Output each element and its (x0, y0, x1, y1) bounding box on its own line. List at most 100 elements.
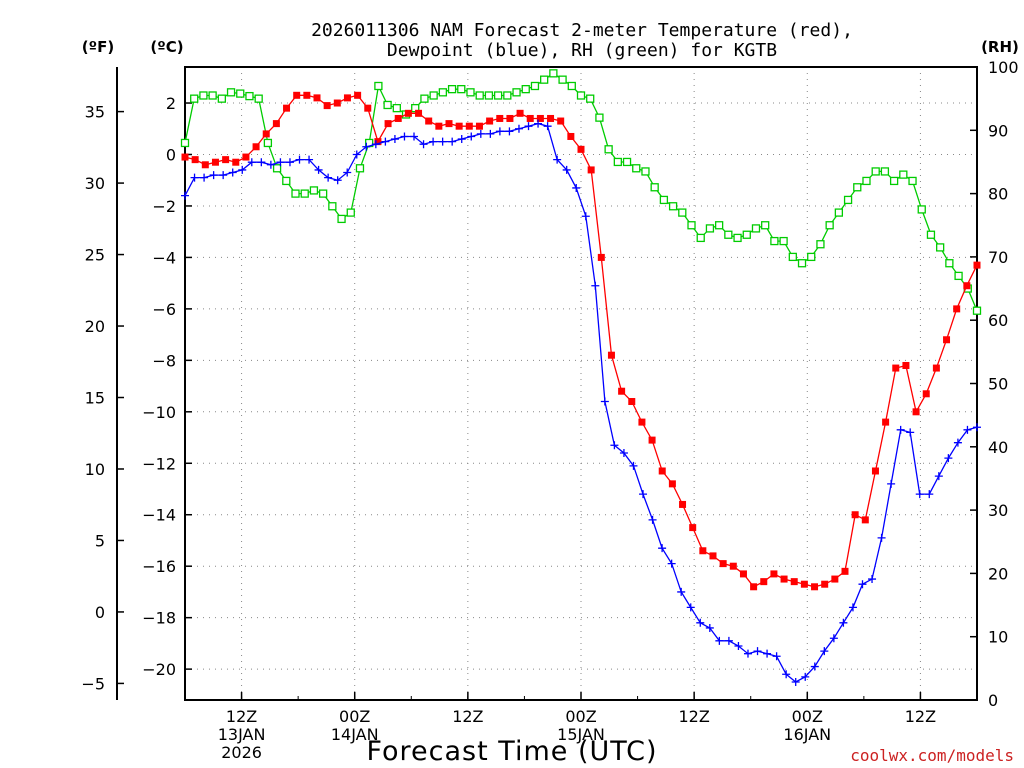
rh-point (208, 91, 217, 100)
temperature-point (516, 109, 524, 117)
temperature-point (922, 390, 930, 398)
dewpoint-point (734, 641, 743, 650)
dewpoint-point (505, 127, 514, 136)
rh-point (604, 145, 613, 154)
temperature-point (343, 94, 351, 102)
temperature-point (953, 305, 961, 313)
rh-point (576, 91, 586, 100)
axes: 20−2−4−6−8−10−12−14−16−18−2012Z13JAN2026… (81, 58, 1018, 762)
dewpoint-point (782, 670, 791, 679)
rh-point (945, 259, 954, 268)
temperature-point (262, 130, 270, 138)
temperature-point (882, 418, 890, 426)
rh-point (346, 208, 355, 217)
dewpoint-point (495, 127, 504, 136)
rh-point (503, 91, 512, 100)
temperature-point (465, 122, 473, 130)
rh-point (613, 157, 622, 167)
rh-point (853, 183, 862, 192)
dewpoint-point (791, 677, 800, 686)
temperature-point (770, 570, 778, 578)
temperature-point (871, 467, 879, 475)
dewpoint-point (619, 448, 628, 457)
dewpoint-point (257, 158, 266, 167)
dewpoint-point (429, 137, 438, 146)
temperature-point (780, 575, 788, 583)
dewpoint-point (467, 132, 476, 141)
rh-point (586, 94, 595, 103)
series-temperature (181, 91, 981, 591)
dewpoint-point (906, 428, 915, 437)
temperature-point (404, 109, 412, 117)
temperature-point (313, 94, 321, 102)
dewpoint-point (200, 173, 209, 182)
temperature-point (425, 117, 433, 125)
rh-point (834, 208, 844, 217)
x-tick-label: 16JAN (783, 725, 831, 744)
dewpoint-point (973, 423, 981, 432)
rh-point (632, 164, 641, 173)
dewpoint-point (410, 132, 419, 141)
fahrenheit-tick-label: −5 (81, 674, 105, 693)
rh-point (328, 202, 337, 211)
fahrenheit-tick-label: 35 (85, 103, 105, 122)
dewpoint-point (343, 168, 352, 177)
dewpoint-point (324, 173, 333, 182)
temperature-point (861, 516, 869, 524)
temperature-point (648, 436, 656, 444)
dewpoint-point (390, 135, 399, 144)
rh-point (742, 230, 751, 239)
dewpoint-point (705, 623, 714, 632)
dewpoint-point (457, 135, 466, 144)
temperature-point (943, 336, 951, 344)
rh-point (936, 243, 945, 252)
dewpoint-point (295, 155, 304, 164)
temperature-point (496, 114, 504, 122)
rh-point (420, 94, 429, 103)
x-tick-label: 12Z (226, 707, 257, 726)
temperature-point (912, 408, 920, 416)
temperature-point (638, 418, 646, 426)
x-tick-label: 14JAN (331, 725, 379, 744)
dewpoint-point (591, 281, 600, 290)
dewpoint-point (238, 165, 247, 174)
fahrenheit-tick-label: 5 (95, 531, 105, 550)
temperature-point (932, 364, 940, 372)
dewpoint-point (915, 490, 924, 499)
dewpoint-point (276, 158, 285, 167)
celsius-tick-label: −8 (152, 351, 176, 370)
chart-title-line2: Dewpoint (blue), RH (green) for KGTB (387, 40, 777, 61)
temperature-point (800, 580, 808, 588)
temperature-point (689, 524, 697, 532)
dewpoint-point (658, 544, 667, 553)
rh-point (954, 271, 963, 281)
rh-tick-label: 40 (988, 438, 1008, 457)
dewpoint-point (438, 137, 447, 146)
dewpoint-point (486, 129, 495, 138)
temperature-point (577, 145, 585, 153)
temperature-point (191, 156, 199, 164)
dewpoint-point (305, 155, 314, 164)
temperature-point (374, 138, 382, 146)
dewpoint-point (247, 158, 256, 167)
rh-tick-label: 80 (988, 185, 1008, 204)
rh-point (779, 236, 788, 246)
temperature-point (211, 158, 219, 166)
dewpoint-point (209, 171, 218, 180)
celsius-tick-label: −2 (152, 197, 176, 216)
rh-point (825, 221, 834, 230)
rh-point (457, 85, 466, 94)
temperature-point (607, 351, 615, 359)
temperature-point (486, 117, 494, 125)
rh-tick-label: 50 (988, 375, 1008, 394)
rh-point (309, 186, 319, 195)
dewpoint-point (419, 140, 428, 149)
dewpoint-point (228, 168, 237, 177)
temperature-point (658, 467, 666, 475)
dewpoint-point (314, 165, 323, 174)
temperature-point (963, 282, 971, 290)
dewpoint-point (743, 649, 752, 658)
rh-point (245, 91, 254, 101)
rh-point (263, 138, 273, 148)
